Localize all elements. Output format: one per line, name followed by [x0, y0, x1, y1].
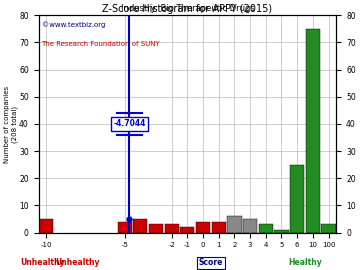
Bar [228, 216, 242, 233]
Bar [149, 224, 163, 233]
Text: -4.7044: -4.7044 [113, 119, 145, 129]
Bar [243, 219, 257, 233]
Bar [259, 224, 273, 233]
Bar [39, 219, 53, 233]
Bar [212, 222, 226, 233]
Title: Z-Score Histogram for APPY (2015): Z-Score Histogram for APPY (2015) [102, 5, 273, 15]
Text: Unhealthy: Unhealthy [20, 258, 65, 267]
Text: Score: Score [199, 258, 223, 267]
Text: Industry: Bio Therapeutic Drugs: Industry: Bio Therapeutic Drugs [121, 4, 254, 13]
Text: Healthy: Healthy [288, 258, 322, 267]
Text: Unhealthy: Unhealthy [55, 258, 100, 267]
Bar [118, 222, 132, 233]
Bar [274, 230, 289, 233]
Y-axis label: Number of companies
(208 total): Number of companies (208 total) [4, 85, 18, 163]
Text: ©www.textbiz.org: ©www.textbiz.org [41, 22, 105, 28]
Bar [306, 29, 320, 233]
Bar [180, 227, 194, 233]
Bar [133, 219, 148, 233]
Bar [321, 224, 336, 233]
Bar [165, 224, 179, 233]
Bar [290, 165, 304, 233]
Text: The Research Foundation of SUNY: The Research Foundation of SUNY [41, 41, 160, 47]
Bar [196, 222, 210, 233]
